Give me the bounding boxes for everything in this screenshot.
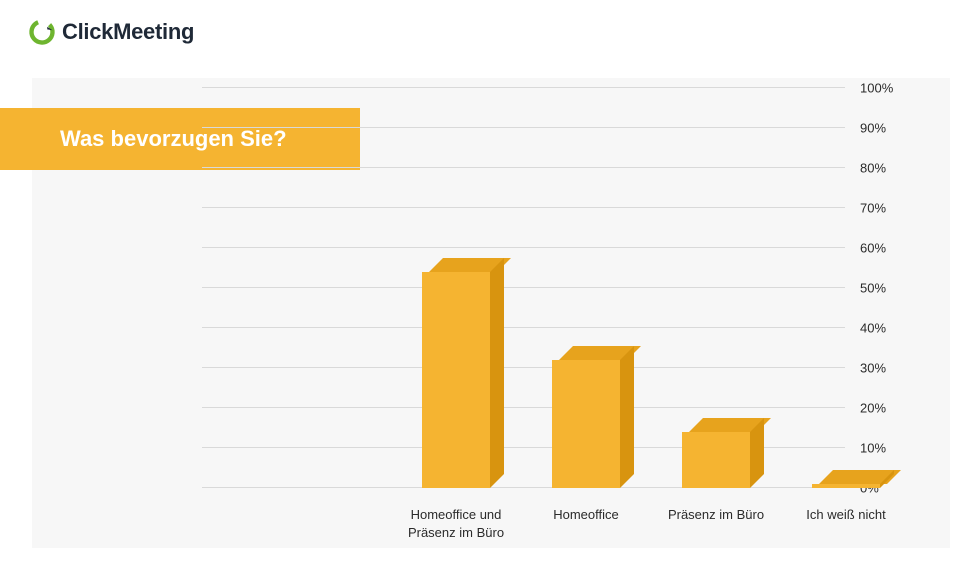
grid-line: [202, 167, 845, 168]
grid-line: [202, 327, 845, 328]
brand-name: ClickMeeting: [62, 19, 194, 45]
grid-line: [202, 247, 845, 248]
grid-line: [202, 87, 845, 88]
y-axis-label: 50%: [860, 281, 915, 296]
y-axis-label: 60%: [860, 241, 915, 256]
y-axis-label: 80%: [860, 161, 915, 176]
clickmeeting-icon: [28, 18, 56, 46]
y-axis-label: 70%: [860, 201, 915, 216]
y-axis-label: 40%: [860, 321, 915, 336]
grid-line: [202, 367, 845, 368]
grid-line: [202, 127, 845, 128]
x-axis-label: Homeoffice und Präsenz im Büro: [386, 506, 526, 541]
x-axis-label: Homeoffice: [516, 506, 656, 524]
y-axis-label: 90%: [860, 121, 915, 136]
bar-side-face: [490, 258, 504, 488]
bar-side-face: [750, 418, 764, 488]
x-axis-label: Ich weiß nicht: [776, 506, 916, 524]
y-axis-label: 30%: [860, 361, 915, 376]
brand-logo: ClickMeeting: [28, 18, 194, 46]
bar: [422, 272, 490, 488]
x-axis-label: Präsenz im Büro: [646, 506, 786, 524]
chart-panel: Was bevorzugen Sie? 0%10%20%30%40%50%60%…: [32, 78, 950, 548]
y-axis-label: 20%: [860, 401, 915, 416]
grid-line: [202, 287, 845, 288]
bar: [812, 484, 880, 488]
bar-side-face: [620, 346, 634, 488]
grid-line: [202, 207, 845, 208]
y-axis-label: 100%: [860, 81, 915, 96]
grid-line: [202, 407, 845, 408]
bar: [682, 432, 750, 488]
chart-plot: 0%10%20%30%40%50%60%70%80%90%100%Homeoff…: [202, 88, 845, 488]
y-axis-label: 10%: [860, 441, 915, 456]
bar: [552, 360, 620, 488]
